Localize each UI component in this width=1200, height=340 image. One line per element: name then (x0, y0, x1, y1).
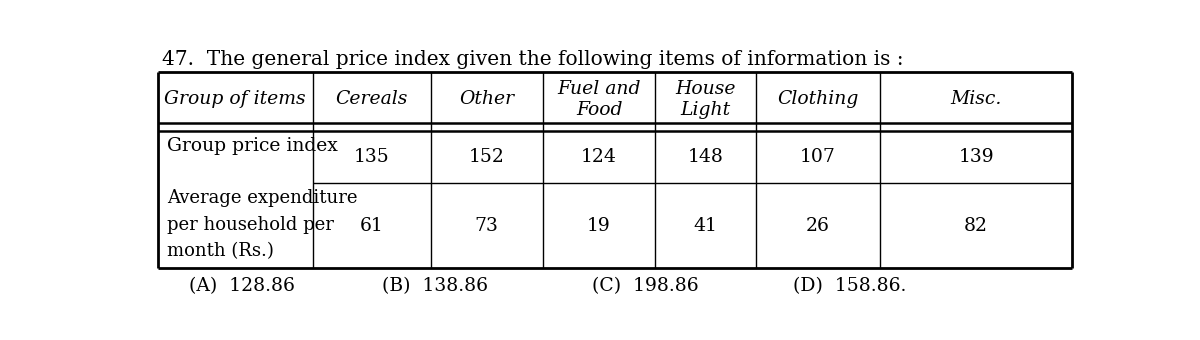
Text: 152: 152 (469, 148, 505, 166)
Text: 82: 82 (964, 217, 988, 235)
Text: 26: 26 (806, 217, 830, 235)
Text: (A)  128.86: (A) 128.86 (188, 277, 295, 295)
Text: 41: 41 (694, 217, 718, 235)
Text: (D)  158.86.: (D) 158.86. (793, 277, 907, 295)
Text: 124: 124 (581, 148, 617, 166)
Text: House
Light: House Light (676, 80, 736, 119)
Text: 135: 135 (354, 148, 390, 166)
Text: Other: Other (460, 90, 515, 108)
Text: 139: 139 (959, 148, 994, 166)
Text: Cereals: Cereals (336, 90, 408, 108)
Text: Average expenditure
per household per
month (Rs.): Average expenditure per household per mo… (167, 189, 358, 260)
Text: 73: 73 (475, 217, 499, 235)
Text: Fuel and
Food: Fuel and Food (557, 80, 641, 119)
Text: Group price index: Group price index (167, 137, 338, 155)
Text: Misc.: Misc. (950, 90, 1002, 108)
Text: Clothing: Clothing (778, 90, 859, 108)
Text: 107: 107 (800, 148, 836, 166)
Text: Group of items: Group of items (164, 90, 306, 108)
Text: (B)  138.86: (B) 138.86 (383, 277, 488, 295)
Text: 61: 61 (360, 217, 384, 235)
Text: 47.  The general price index given the following items of information is :: 47. The general price index given the fo… (162, 50, 904, 69)
Text: (C)  198.86: (C) 198.86 (592, 277, 698, 295)
Text: 19: 19 (587, 217, 611, 235)
Text: 148: 148 (688, 148, 724, 166)
